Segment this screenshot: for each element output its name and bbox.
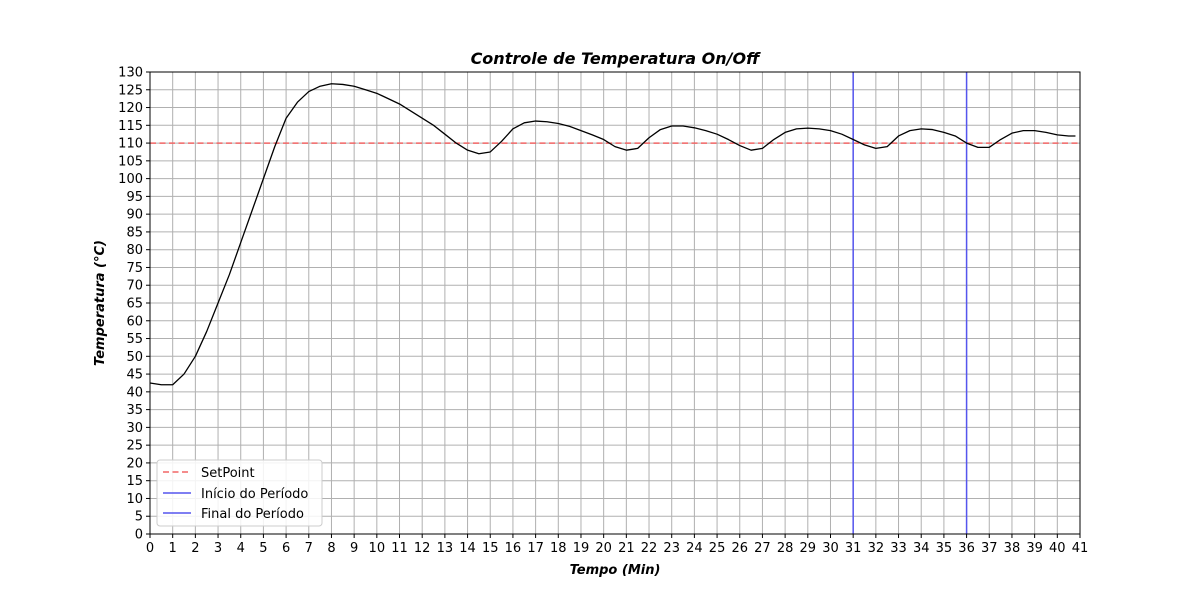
- y-tick-label: 25: [126, 439, 143, 454]
- y-tick-label: 110: [118, 137, 143, 152]
- legend-label-setpoint: SetPoint: [201, 466, 255, 481]
- y-tick-label: 120: [118, 101, 143, 116]
- x-tick-label: 18: [550, 541, 567, 556]
- x-tick-label: 9: [350, 541, 358, 556]
- x-tick-label: 14: [459, 541, 476, 556]
- x-tick-label: 15: [482, 541, 499, 556]
- x-tick-label: 12: [414, 541, 431, 556]
- x-tick-label: 24: [686, 541, 703, 556]
- x-tick-label: 1: [169, 541, 177, 556]
- y-axis-label: Temperatura (°C): [93, 240, 108, 366]
- x-tick-label: 37: [981, 541, 998, 556]
- chart-title: Controle de Temperatura On/Off: [471, 49, 762, 68]
- y-tick-label: 40: [126, 385, 143, 400]
- y-tick-label: 0: [135, 528, 143, 543]
- y-tick-label: 85: [126, 225, 143, 240]
- x-tick-label: 7: [305, 541, 313, 556]
- x-axis-label: Tempo (Min): [570, 563, 661, 578]
- x-tick-label: 22: [641, 541, 658, 556]
- x-tick-label: 23: [663, 541, 680, 556]
- x-tick-label: 28: [777, 541, 794, 556]
- y-tick-label: 55: [126, 332, 143, 347]
- x-tick-label: 17: [527, 541, 544, 556]
- y-tick-label: 105: [118, 154, 143, 169]
- x-tick-label: 20: [595, 541, 612, 556]
- y-tick-label: 60: [126, 314, 143, 329]
- y-tick-label: 75: [126, 261, 143, 276]
- y-tick-label: 50: [126, 350, 143, 365]
- legend: SetPoint Início do Período Final do Perí…: [156, 459, 323, 527]
- y-tick-label: 115: [118, 119, 143, 134]
- x-tick-label: 3: [214, 541, 222, 556]
- y-tick-label: 65: [126, 297, 143, 312]
- y-tick-label: 95: [126, 190, 143, 205]
- y-tick-label: 125: [118, 83, 143, 98]
- y-tick-label: 35: [126, 403, 143, 418]
- y-tick-label: 10: [126, 492, 143, 507]
- y-tick-label: 100: [118, 172, 143, 187]
- x-tick-label: 30: [822, 541, 839, 556]
- x-tick-label: 21: [618, 541, 635, 556]
- y-tick-label: 15: [126, 474, 143, 489]
- period-lines-group: [852, 72, 968, 534]
- x-tick-label: 36: [958, 541, 975, 556]
- y-tick-label: 130: [118, 66, 143, 81]
- x-tick-label: 4: [237, 541, 245, 556]
- y-tick-label: 20: [126, 456, 143, 471]
- x-tick-label: 38: [1004, 541, 1021, 556]
- grid-lines: [149, 71, 1081, 535]
- legend-label-inicio-periodo: Início do Período: [201, 487, 308, 502]
- temperature-series-group: [149, 83, 1076, 386]
- x-tick-label: 19: [573, 541, 590, 556]
- x-tick-label: 39: [1026, 541, 1043, 556]
- x-axis-ticks: 0 1 2 3 4 5 6 7 8 9 10 11 12 13 14 15 16 17 18 19 20 21 22 23 24…: [146, 534, 1088, 556]
- x-tick-label: 0: [146, 541, 154, 556]
- x-tick-label: 8: [327, 541, 335, 556]
- y-tick-label: 80: [126, 243, 143, 258]
- y-tick-label: 5: [135, 510, 143, 525]
- x-tick-label: 5: [259, 541, 267, 556]
- y-axis-ticks: 0 5 10 15 20 25 30 35 40 45 50 55 60 65 70 75 80 85 90 95 10…: [118, 66, 150, 543]
- x-tick-label: 35: [936, 541, 953, 556]
- x-tick-label: 32: [868, 541, 885, 556]
- x-tick-label: 29: [800, 541, 817, 556]
- x-tick-label: 31: [845, 541, 862, 556]
- x-tick-label: 25: [709, 541, 726, 556]
- x-tick-label: 16: [505, 541, 522, 556]
- x-tick-label: 26: [731, 541, 748, 556]
- x-tick-label: 2: [191, 541, 199, 556]
- x-tick-label: 27: [754, 541, 771, 556]
- x-tick-label: 13: [437, 541, 454, 556]
- x-tick-label: 41: [1072, 541, 1089, 556]
- y-tick-label: 90: [126, 208, 143, 223]
- legend-box: [156, 459, 323, 527]
- y-tick-label: 70: [126, 279, 143, 294]
- x-tick-label: 10: [369, 541, 386, 556]
- series-line-temperatura: [149, 83, 1076, 386]
- x-tick-label: 34: [913, 541, 930, 556]
- x-tick-label: 40: [1049, 541, 1066, 556]
- y-tick-label: 45: [126, 368, 143, 383]
- x-tick-label: 11: [391, 541, 408, 556]
- legend-label-final-periodo: Final do Período: [201, 507, 304, 522]
- x-tick-label: 33: [890, 541, 907, 556]
- x-tick-label: 6: [282, 541, 290, 556]
- y-tick-label: 30: [126, 421, 143, 436]
